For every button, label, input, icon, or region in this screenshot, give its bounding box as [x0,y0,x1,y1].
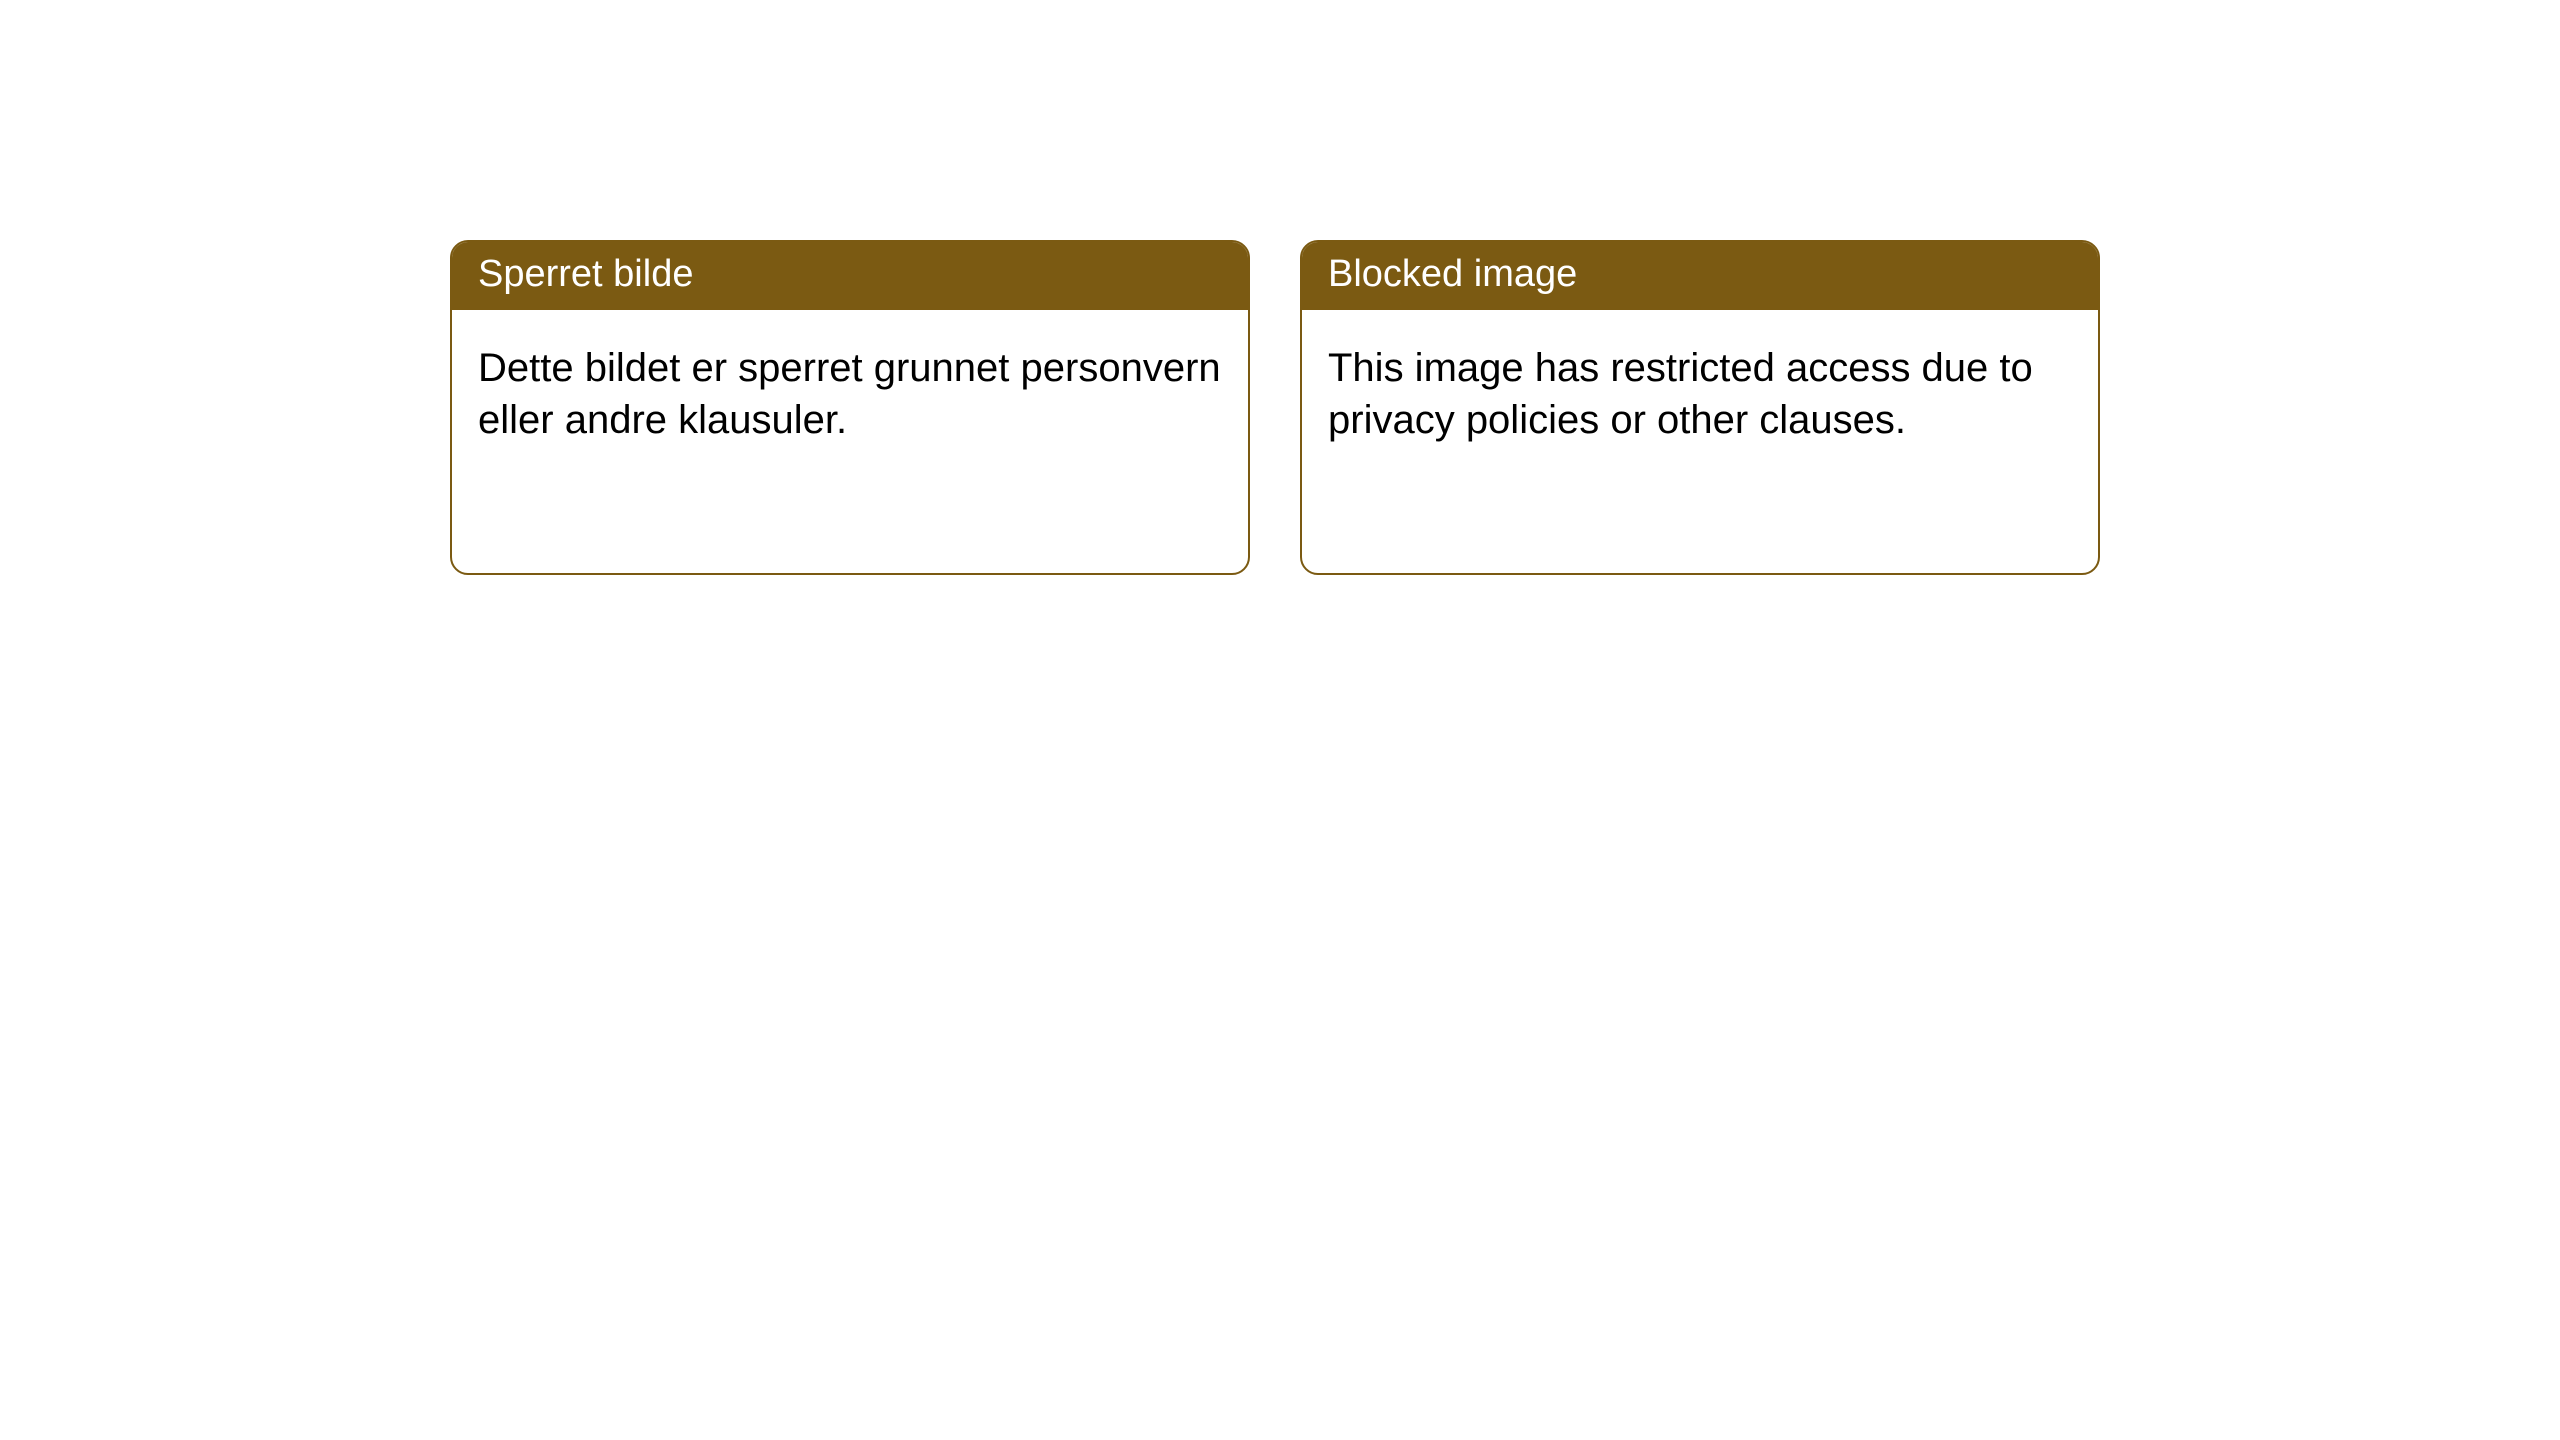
card-body-no: Dette bildet er sperret grunnet personve… [452,310,1248,478]
cards-container: Sperret bilde Dette bildet er sperret gr… [0,0,2560,575]
card-body-en: This image has restricted access due to … [1302,310,2098,478]
card-header-no: Sperret bilde [452,242,1248,310]
blocked-image-card-no: Sperret bilde Dette bildet er sperret gr… [450,240,1250,575]
blocked-image-card-en: Blocked image This image has restricted … [1300,240,2100,575]
card-header-en: Blocked image [1302,242,2098,310]
